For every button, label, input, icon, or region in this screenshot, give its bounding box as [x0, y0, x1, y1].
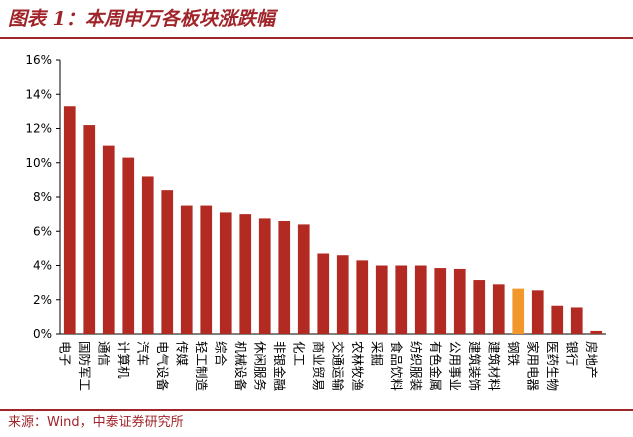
y-tick-label: 6%: [33, 224, 52, 238]
x-tick-label: 交通运输: [330, 341, 345, 392]
x-tick-label: 电子: [57, 341, 72, 366]
bar: [317, 253, 330, 334]
x-tick-label: 计算机: [116, 341, 131, 379]
bar: [375, 265, 388, 334]
source-note: 来源：Wind，中泰证券研究所: [8, 415, 184, 430]
x-tick-label: 汽车: [135, 341, 150, 366]
bar: [200, 205, 213, 334]
bar: [492, 284, 505, 334]
x-tick-label: 电气设备: [155, 341, 170, 392]
bar: [356, 260, 369, 334]
bar: [512, 288, 525, 334]
bar: [531, 290, 544, 334]
title-divider: [0, 37, 633, 39]
bar: [570, 307, 583, 334]
bar: [278, 220, 291, 334]
x-tick-label: 房地产: [584, 341, 599, 379]
y-tick-label: 2%: [33, 293, 52, 307]
y-tick-label: 16%: [25, 53, 52, 67]
x-tick-label: 非银金融: [272, 341, 287, 392]
chart-title: 图表 1：本周申万各板块涨跌幅: [8, 8, 275, 30]
bar: [336, 255, 349, 334]
y-tick-label: 4%: [33, 259, 52, 273]
x-tick-label: 银行: [564, 341, 579, 366]
x-tick-label: 建筑材料: [486, 341, 501, 392]
x-tick-label: 医药生物: [545, 341, 560, 391]
x-tick-label: 综合: [213, 341, 228, 367]
x-tick-label: 家用电器: [525, 341, 540, 392]
bar: [161, 190, 174, 334]
x-tick-label: 有色金属: [428, 341, 443, 391]
y-tick-label: 0%: [33, 327, 52, 341]
x-tick-label: 休闲服务: [252, 341, 267, 391]
bar: [297, 224, 310, 334]
bar: [102, 145, 115, 334]
bar: [83, 125, 96, 334]
x-tick-label: 建筑装饰: [467, 341, 482, 391]
x-tick-label: 食品饮料: [389, 341, 404, 392]
bar: [551, 305, 564, 334]
y-axis: 0% 2% 4% 6% 8% 10% 12% 14% 16%: [25, 53, 606, 341]
x-tick-label: 化工: [291, 341, 306, 366]
x-tick-label: 农林牧渔: [350, 341, 365, 391]
bars-group: [63, 106, 603, 334]
x-tick-label: 国防军工: [77, 341, 92, 391]
bar-chart: 0% 2% 4% 6% 8% 10% 12% 14% 16% 电子 国防军工 通信 计算机 汽车 电气设备…: [25, 53, 606, 392]
y-tick-label: 10%: [25, 156, 52, 170]
y-tick-label: 12%: [25, 122, 52, 136]
bar: [258, 218, 271, 334]
y-tick-label: 14%: [25, 87, 52, 101]
bar: [122, 157, 135, 334]
bar: [219, 212, 232, 334]
x-tick-label: 公用事业: [447, 341, 462, 391]
bar: [590, 330, 603, 334]
x-axis-labels: 电子 国防军工 通信 计算机 汽车 电气设备 传媒 轻工制造 综合 机械设备 休闲服务 非银金融 化工商…: [57, 341, 599, 392]
x-tick-label: 商业贸易: [311, 341, 326, 391]
x-tick-label: 采掘: [369, 341, 384, 366]
bar: [141, 176, 154, 334]
y-tick-label: 8%: [33, 190, 52, 204]
x-tick-label: 通信: [96, 341, 111, 366]
x-tick-label: 传媒: [174, 341, 189, 367]
bar: [63, 106, 76, 334]
bar: [239, 214, 252, 334]
bar: [414, 265, 427, 334]
bar: [434, 268, 447, 334]
bar: [473, 280, 486, 334]
bar: [180, 205, 193, 334]
footer-divider: [0, 409, 633, 411]
x-tick-label: 机械设备: [233, 341, 248, 392]
x-tick-label: 纺织服装: [408, 341, 423, 391]
x-tick-label: 轻工制造: [194, 341, 209, 392]
bar: [395, 265, 408, 334]
bar: [453, 268, 466, 334]
x-tick-label: 钢铁: [506, 341, 521, 367]
